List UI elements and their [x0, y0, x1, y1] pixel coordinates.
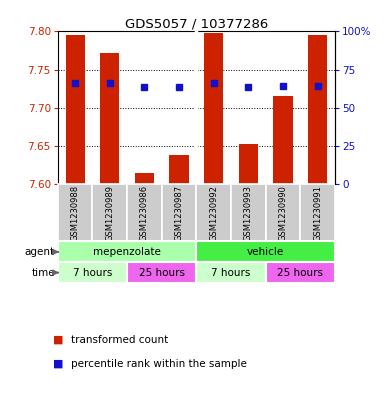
Bar [273, 96, 293, 184]
Bar [58, 184, 92, 241]
Bar [162, 184, 196, 241]
Text: GSM1230992: GSM1230992 [209, 185, 218, 241]
Bar [127, 262, 196, 283]
Title: GDS5057 / 10377286: GDS5057 / 10377286 [125, 17, 268, 30]
Bar [196, 184, 231, 241]
Text: GSM1230991: GSM1230991 [313, 185, 322, 241]
Bar [127, 184, 162, 241]
Text: GSM1230988: GSM1230988 [70, 185, 80, 241]
Bar [135, 173, 154, 184]
Bar [239, 145, 258, 184]
Bar [92, 184, 127, 241]
Bar [266, 184, 300, 241]
Text: 7 hours: 7 hours [73, 268, 112, 277]
Text: 25 hours: 25 hours [277, 268, 323, 277]
Bar [266, 262, 335, 283]
Text: GSM1230986: GSM1230986 [140, 185, 149, 241]
Text: GSM1230990: GSM1230990 [278, 185, 288, 241]
Text: ■: ■ [52, 358, 63, 369]
Bar [196, 262, 266, 283]
Bar [300, 184, 335, 241]
Text: transformed count: transformed count [71, 335, 169, 345]
Bar [196, 241, 335, 262]
Text: vehicle: vehicle [247, 247, 284, 257]
Bar [58, 241, 196, 262]
Bar [204, 33, 223, 184]
Text: GSM1230987: GSM1230987 [174, 185, 184, 241]
Bar [308, 35, 327, 184]
Text: mepenzolate: mepenzolate [93, 247, 161, 257]
Text: GSM1230989: GSM1230989 [105, 185, 114, 241]
Text: 25 hours: 25 hours [139, 268, 185, 277]
Bar [100, 53, 119, 184]
Bar [65, 35, 85, 184]
Text: 7 hours: 7 hours [211, 268, 251, 277]
Text: agent: agent [25, 247, 55, 257]
Bar [169, 155, 189, 184]
Text: GSM1230993: GSM1230993 [244, 185, 253, 241]
Text: percentile rank within the sample: percentile rank within the sample [71, 358, 247, 369]
Bar [231, 184, 266, 241]
Text: time: time [31, 268, 55, 277]
Bar [58, 262, 127, 283]
Text: ■: ■ [52, 335, 63, 345]
